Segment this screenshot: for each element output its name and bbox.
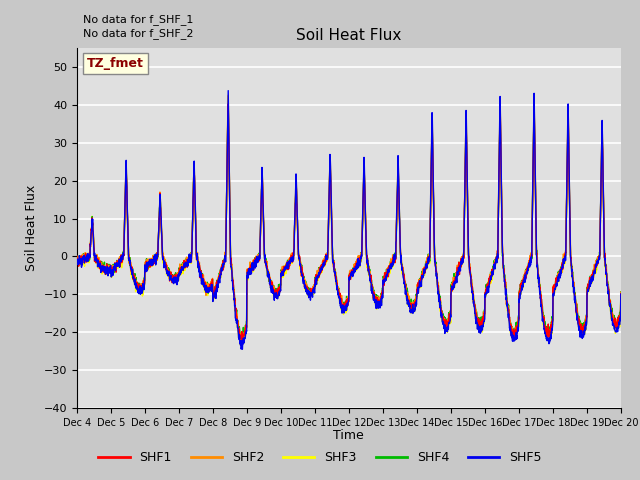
Legend: SHF1, SHF2, SHF3, SHF4, SHF5: SHF1, SHF2, SHF3, SHF4, SHF5 <box>93 446 547 469</box>
X-axis label: Time: Time <box>333 429 364 442</box>
Title: Soil Heat Flux: Soil Heat Flux <box>296 28 401 43</box>
Y-axis label: Soil Heat Flux: Soil Heat Flux <box>25 185 38 271</box>
Text: No data for f_SHF_1: No data for f_SHF_1 <box>83 13 193 24</box>
Text: TZ_fmet: TZ_fmet <box>87 57 144 70</box>
Text: No data for f_SHF_2: No data for f_SHF_2 <box>83 28 194 39</box>
